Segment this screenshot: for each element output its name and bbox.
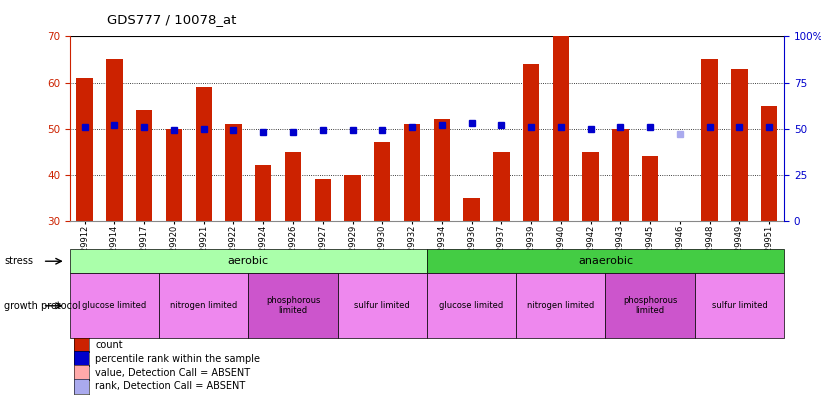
Bar bbox=[427, 249, 784, 273]
Bar bbox=[70, 273, 159, 338]
Text: rank, Detection Call = ABSENT: rank, Detection Call = ABSENT bbox=[95, 381, 245, 391]
Bar bbox=[136, 110, 153, 221]
Bar bbox=[433, 119, 450, 221]
Bar bbox=[337, 273, 427, 338]
Bar bbox=[582, 151, 599, 221]
Text: growth protocol: growth protocol bbox=[4, 301, 80, 311]
Bar bbox=[166, 129, 182, 221]
Bar bbox=[701, 60, 718, 221]
Text: value, Detection Call = ABSENT: value, Detection Call = ABSENT bbox=[95, 367, 250, 377]
Bar bbox=[493, 151, 510, 221]
Bar bbox=[463, 198, 479, 221]
Text: phosphorous
limited: phosphorous limited bbox=[266, 296, 320, 315]
Text: percentile rank within the sample: percentile rank within the sample bbox=[95, 354, 260, 364]
Text: glucose limited: glucose limited bbox=[82, 301, 147, 310]
Bar bbox=[553, 36, 569, 221]
Text: nitrogen limited: nitrogen limited bbox=[527, 301, 594, 310]
Bar bbox=[427, 273, 516, 338]
Bar bbox=[344, 175, 360, 221]
Text: nitrogen limited: nitrogen limited bbox=[170, 301, 237, 310]
Bar bbox=[285, 151, 301, 221]
Bar bbox=[374, 143, 391, 221]
Text: glucose limited: glucose limited bbox=[439, 301, 504, 310]
Bar bbox=[695, 273, 784, 338]
Bar bbox=[255, 165, 272, 221]
Text: count: count bbox=[95, 340, 123, 350]
Bar bbox=[314, 179, 331, 221]
Bar bbox=[612, 129, 629, 221]
Bar bbox=[159, 273, 248, 338]
Bar bbox=[106, 60, 122, 221]
Text: sulfur limited: sulfur limited bbox=[355, 301, 410, 310]
Bar bbox=[248, 273, 337, 338]
Text: stress: stress bbox=[4, 256, 33, 266]
Bar bbox=[761, 106, 777, 221]
Text: phosphorous
limited: phosphorous limited bbox=[623, 296, 677, 315]
Bar bbox=[732, 69, 748, 221]
Bar bbox=[523, 64, 539, 221]
Bar bbox=[404, 124, 420, 221]
Text: anaerobic: anaerobic bbox=[578, 256, 633, 266]
Bar bbox=[76, 78, 93, 221]
Bar bbox=[70, 249, 427, 273]
Bar bbox=[516, 273, 606, 338]
Bar bbox=[225, 124, 241, 221]
Bar bbox=[195, 87, 212, 221]
Bar bbox=[642, 156, 658, 221]
Bar bbox=[606, 273, 695, 338]
Text: GDS777 / 10078_at: GDS777 / 10078_at bbox=[107, 13, 236, 26]
Text: aerobic: aerobic bbox=[227, 256, 269, 266]
Text: sulfur limited: sulfur limited bbox=[712, 301, 768, 310]
